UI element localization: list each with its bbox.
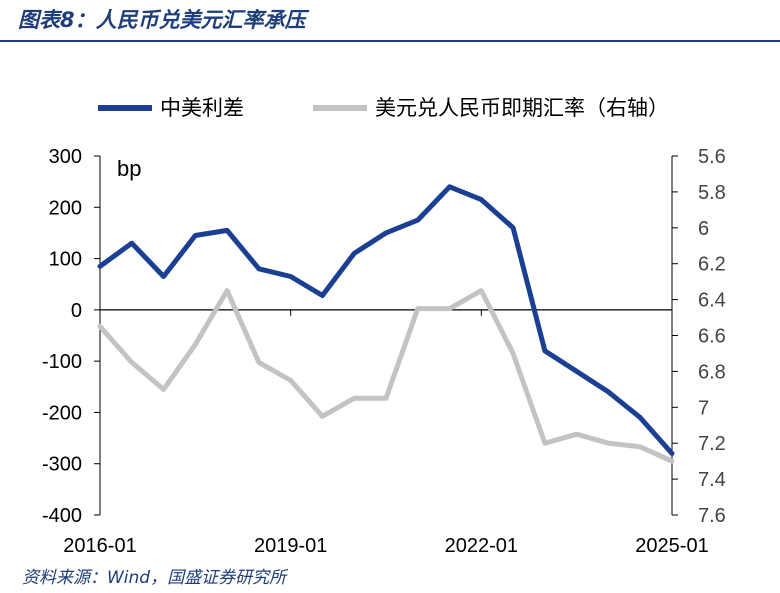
left-axis-tick-label: 200 bbox=[49, 197, 82, 219]
right-axis-tick-label: 6.4 bbox=[698, 290, 726, 312]
legend-item-spread-label: 中美利差 bbox=[160, 96, 244, 120]
left-axis-tick-label: 300 bbox=[49, 146, 82, 168]
right-axis-tick-label: 7.6 bbox=[698, 505, 726, 527]
right-axis-tick-label: 6.2 bbox=[698, 254, 726, 276]
right-axis-tick-label: 7 bbox=[698, 397, 709, 419]
series-line-spread bbox=[97, 184, 675, 456]
left-axis-tick-label: -400 bbox=[42, 505, 82, 527]
left-axis-tick-label: 100 bbox=[49, 249, 82, 271]
left-axis-tick-label: -100 bbox=[42, 351, 82, 373]
x-axis-tick-label: 2016-01 bbox=[63, 535, 136, 557]
right-axis-tick-label: 5.8 bbox=[698, 182, 726, 204]
x-axis-tick-label: 2025-01 bbox=[635, 535, 708, 557]
legend: 中美利差 美元兑人民币即期汇率（右轴） bbox=[98, 96, 669, 120]
right-axis-tick-label: 5.6 bbox=[698, 146, 726, 168]
axes: 300 200 100 0 -100 -200 -300 -400 5.6 5.8 6 6.2 6.4 6… bbox=[42, 146, 726, 557]
left-axis-tick-label: -300 bbox=[42, 454, 82, 476]
source-note: 资料来源：Wind，国盛证券研究所 bbox=[22, 568, 287, 588]
right-axis-tick-label: 7.2 bbox=[698, 433, 726, 455]
series-line-fx bbox=[97, 288, 675, 464]
title-divider bbox=[0, 40, 780, 42]
x-axis-tick-label: 2019-01 bbox=[254, 535, 327, 557]
x-axis-tick-label: 2022-01 bbox=[445, 535, 518, 557]
right-axis-tick-label: 6.8 bbox=[698, 361, 726, 383]
left-axis-tick-label: 0 bbox=[71, 300, 82, 322]
left-axis-unit: bp bbox=[117, 156, 141, 181]
right-axis-tick-label: 7.4 bbox=[698, 469, 726, 491]
chart-title: 图表8：人民币兑美元汇率承压 bbox=[18, 8, 306, 32]
left-axis-tick-label: -200 bbox=[42, 402, 82, 424]
right-axis-tick-label: 6.6 bbox=[698, 326, 726, 348]
legend-item-fx-label: 美元兑人民币即期汇率（右轴） bbox=[375, 96, 669, 120]
series-layer bbox=[97, 184, 675, 464]
right-axis-tick-label: 6 bbox=[698, 218, 709, 240]
